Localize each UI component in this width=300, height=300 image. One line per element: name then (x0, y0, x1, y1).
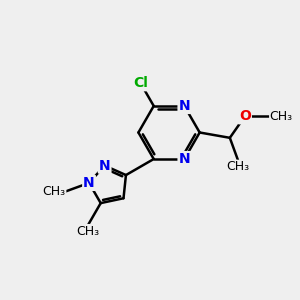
Text: Cl: Cl (133, 76, 148, 90)
Text: N: N (178, 152, 190, 166)
Text: N: N (178, 99, 190, 113)
Text: CH₃: CH₃ (43, 185, 66, 198)
Text: O: O (239, 109, 251, 123)
Text: CH₃: CH₃ (226, 160, 250, 173)
Text: CH₃: CH₃ (270, 110, 293, 123)
Text: CH₃: CH₃ (77, 225, 100, 238)
Text: N: N (99, 159, 110, 172)
Text: N: N (83, 176, 95, 190)
